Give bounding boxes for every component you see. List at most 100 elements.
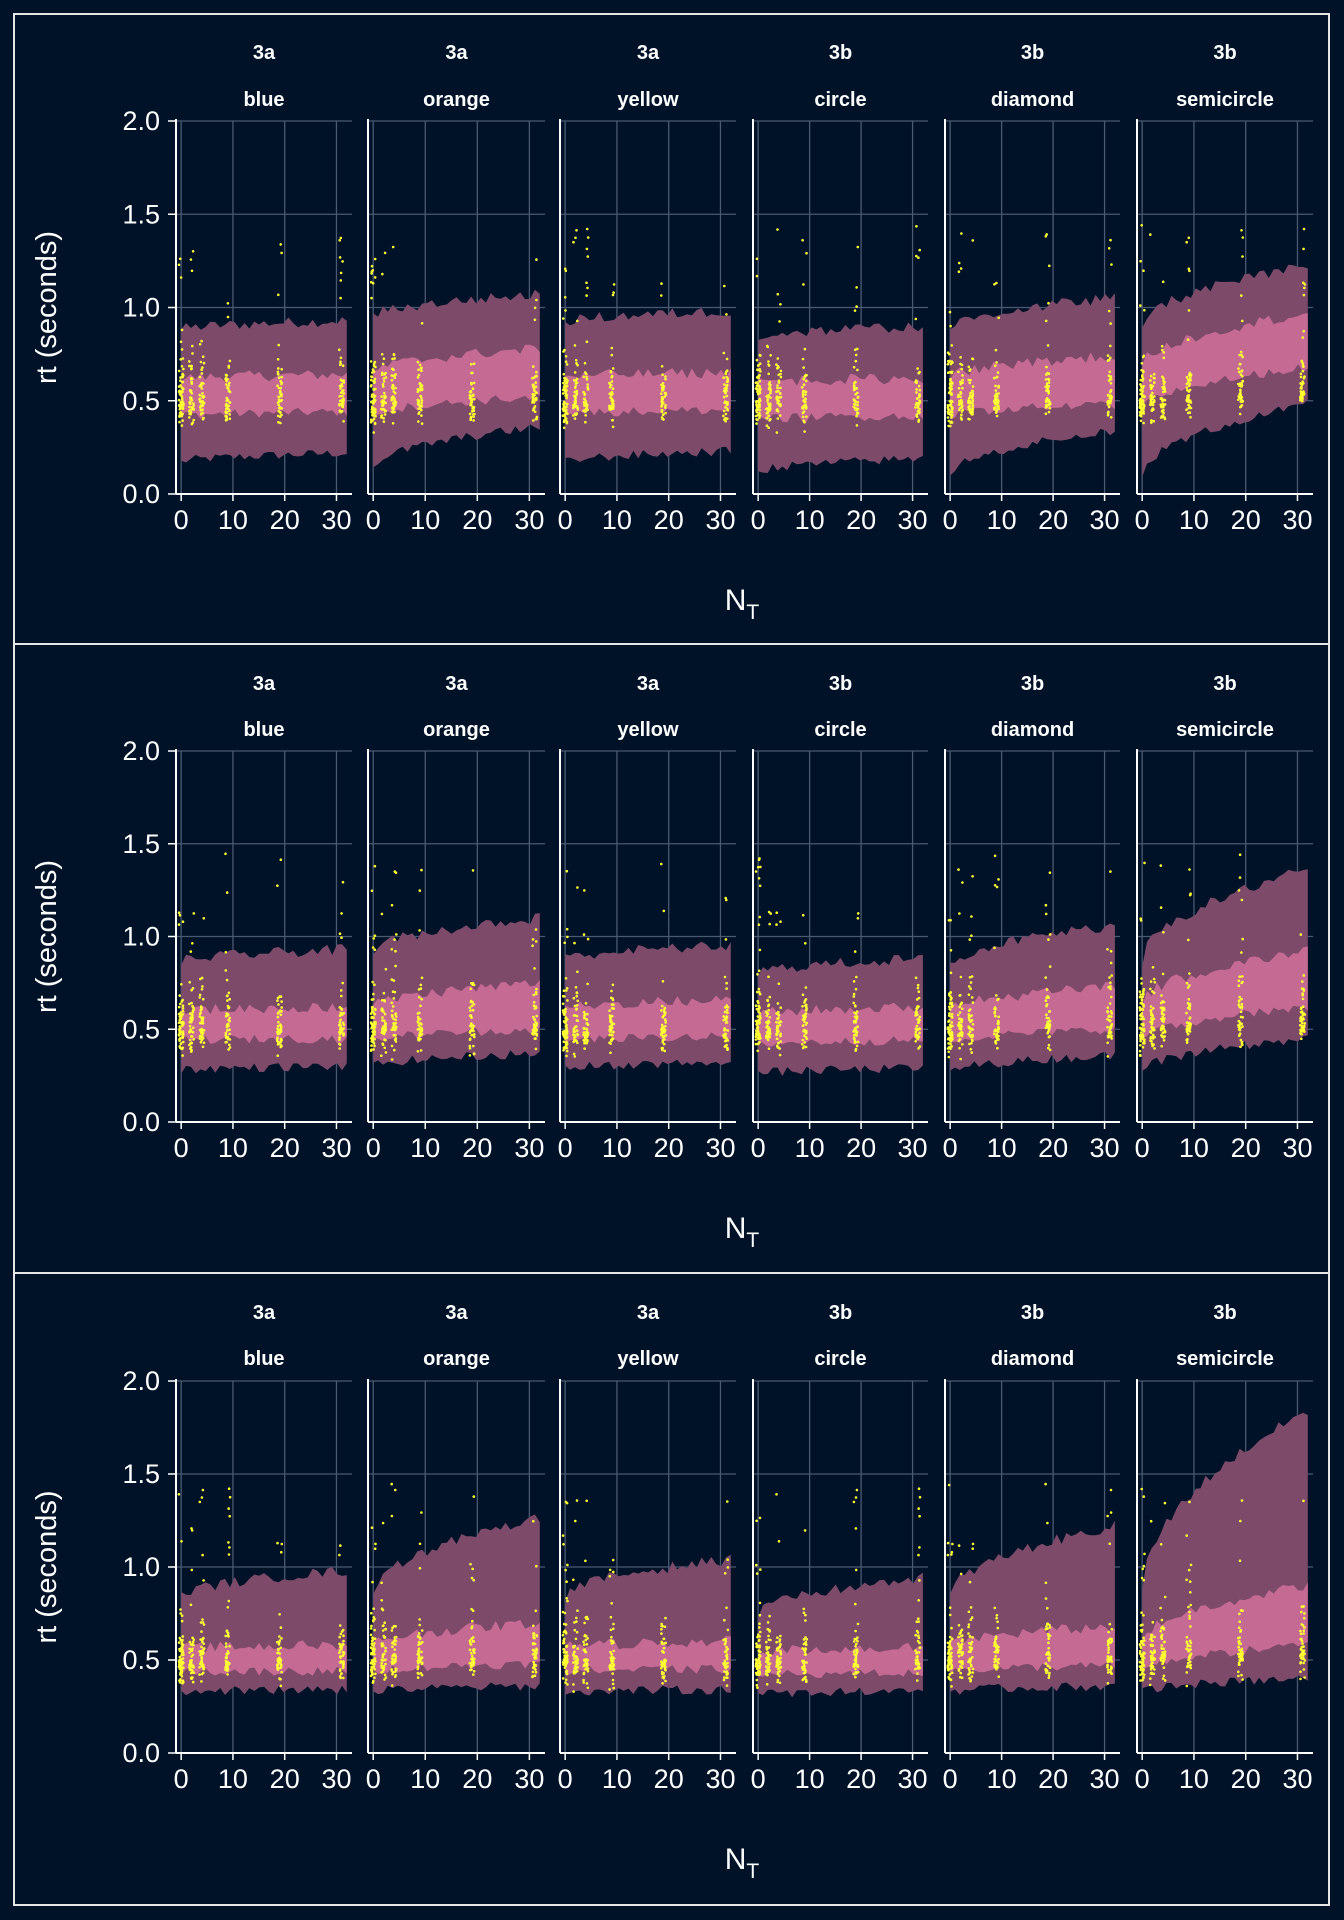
data-point [1109,382,1113,385]
data-point [777,1016,780,1020]
data-point [575,392,579,396]
data-point [1185,382,1189,386]
data-point [776,357,780,360]
y-tick-label: 2.0 [122,736,160,766]
data-point [279,379,283,383]
data-point [1138,1049,1142,1053]
data-point [1185,375,1189,379]
data-point [561,1534,565,1537]
data-point [1106,354,1110,357]
data-point [371,1681,375,1684]
data-point [947,1055,951,1059]
data-point [755,1678,759,1682]
data-point [188,1640,192,1644]
data-point [662,413,665,416]
data-point [228,1661,231,1665]
data-point [585,1018,588,1021]
data-point [202,361,206,365]
data-point [856,347,859,351]
data-point [660,405,663,408]
data-point [382,1026,386,1030]
data-point [758,1644,761,1647]
data-point [585,403,589,407]
data-point [1108,1019,1112,1023]
data-point [1106,411,1110,415]
data-point [562,372,566,376]
data-point [1237,979,1241,983]
y-tick-label: 0.5 [122,1014,160,1044]
data-point [776,384,779,387]
data-point [586,937,590,941]
data-point [1139,993,1142,996]
data-point [1139,419,1143,423]
data-point [583,1047,586,1050]
data-point [532,1519,535,1523]
data-point [179,1011,182,1014]
data-point [661,373,664,377]
data-point [371,1658,375,1662]
data-point [383,1012,387,1016]
data-point [586,1686,590,1690]
data-point [960,232,963,235]
data-point [769,912,772,915]
band-inner [950,982,1115,1043]
data-point [722,409,726,413]
data-point [189,1042,192,1045]
data-point [768,407,771,410]
data-point [949,1028,952,1031]
data-point [758,992,762,996]
data-point [338,1047,342,1050]
data-point [373,1668,377,1671]
data-point [472,1052,476,1056]
data-point [1300,987,1304,990]
data-point [177,911,181,914]
data-point [576,319,579,323]
data-point [1300,385,1303,389]
data-point [372,417,376,421]
data-point [562,1543,565,1546]
data-point [1241,379,1244,383]
data-point [391,422,395,425]
data-point [280,407,284,410]
data-point [533,1018,536,1021]
data-point [575,1616,578,1620]
data-point [1149,987,1152,991]
data-point [370,889,374,893]
data-point [916,404,920,408]
data-point [470,1654,474,1658]
data-point [915,1011,918,1014]
data-point [179,358,182,361]
data-point [1187,938,1190,942]
data-point [573,1660,576,1664]
data-point [374,1660,377,1663]
data-point [1162,379,1165,383]
data-point [723,975,727,979]
data-point [390,1657,394,1660]
data-point [725,987,728,990]
data-point [661,1040,664,1044]
data-point [419,366,423,370]
data-point [564,309,567,312]
data-point [766,400,769,403]
data-point [534,1047,538,1051]
data-point [535,391,538,394]
data-point [373,1044,376,1048]
data-point [188,416,191,419]
data-point [179,1042,183,1045]
data-point [392,979,396,982]
data-point [370,1671,374,1675]
data-point [371,1010,375,1014]
data-point [777,1041,780,1045]
data-point [660,1624,663,1628]
data-point [393,938,396,941]
data-point [394,1037,398,1041]
data-point [394,1667,397,1671]
data-point [917,1047,920,1050]
data-point [949,998,952,1001]
data-point [994,397,997,401]
data-point [918,408,921,411]
strip-label-condition: blue [243,1348,284,1370]
data-point [190,380,193,384]
data-point [756,865,760,869]
